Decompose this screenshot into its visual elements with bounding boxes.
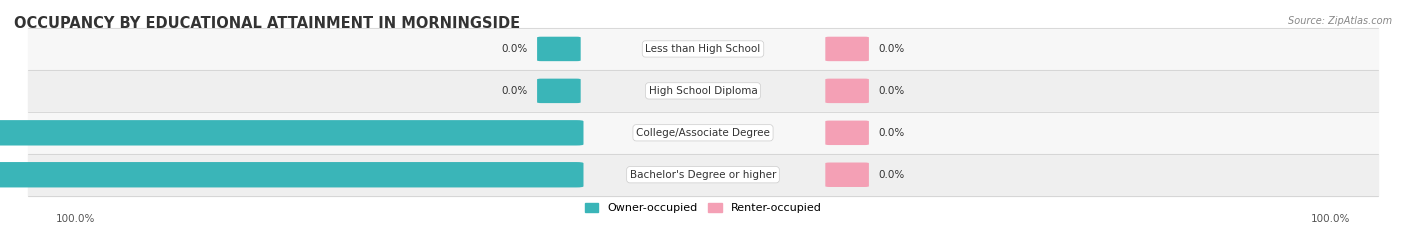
Text: 100.0%: 100.0% <box>56 214 96 224</box>
Text: Source: ZipAtlas.com: Source: ZipAtlas.com <box>1288 16 1392 26</box>
Text: 0.0%: 0.0% <box>879 170 905 180</box>
Bar <box>28 154 1378 196</box>
FancyBboxPatch shape <box>825 121 869 145</box>
Text: OCCUPANCY BY EDUCATIONAL ATTAINMENT IN MORNINGSIDE: OCCUPANCY BY EDUCATIONAL ATTAINMENT IN M… <box>14 16 520 31</box>
Text: College/Associate Degree: College/Associate Degree <box>636 128 770 138</box>
FancyBboxPatch shape <box>537 37 581 61</box>
Legend: Owner-occupied, Renter-occupied: Owner-occupied, Renter-occupied <box>585 203 821 213</box>
FancyBboxPatch shape <box>825 37 869 61</box>
Bar <box>28 28 1378 70</box>
Text: 0.0%: 0.0% <box>879 44 905 54</box>
Text: Bachelor's Degree or higher: Bachelor's Degree or higher <box>630 170 776 180</box>
FancyBboxPatch shape <box>825 79 869 103</box>
Text: Less than High School: Less than High School <box>645 44 761 54</box>
Text: 0.0%: 0.0% <box>501 86 527 96</box>
Text: 100.0%: 100.0% <box>1310 214 1350 224</box>
FancyBboxPatch shape <box>0 120 583 145</box>
Text: High School Diploma: High School Diploma <box>648 86 758 96</box>
FancyBboxPatch shape <box>0 162 583 187</box>
Text: 0.0%: 0.0% <box>879 86 905 96</box>
Text: 0.0%: 0.0% <box>879 128 905 138</box>
Text: 0.0%: 0.0% <box>501 44 527 54</box>
FancyBboxPatch shape <box>825 163 869 187</box>
Bar <box>28 70 1378 112</box>
FancyBboxPatch shape <box>537 79 581 103</box>
Bar <box>28 112 1378 154</box>
